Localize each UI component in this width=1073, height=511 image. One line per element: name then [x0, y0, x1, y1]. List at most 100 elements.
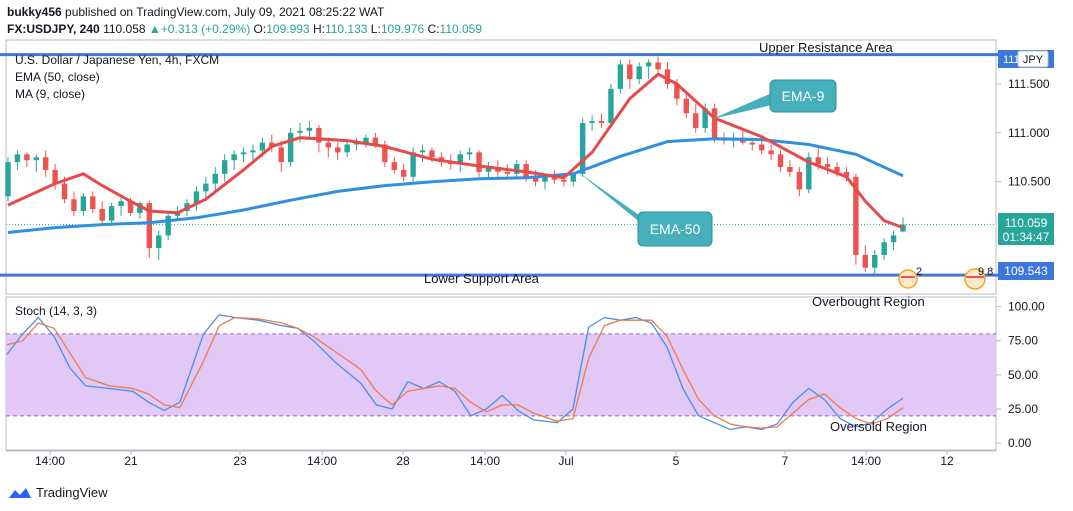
candle-body: [382, 144, 388, 163]
up-arrow-icon: ▲: [148, 22, 161, 36]
candle-body: [165, 215, 171, 236]
stoch-tick-label: 100.00: [1008, 300, 1045, 314]
candle-body: [674, 83, 680, 99]
close-label: C:: [427, 22, 440, 36]
candle-body: [297, 130, 303, 133]
event-badge-1[interactable]: 2: [898, 266, 922, 289]
candle-body: [655, 62, 661, 70]
time-tick-label: 21: [124, 454, 138, 468]
candle-body: [306, 127, 313, 131]
candle-body: [118, 201, 124, 207]
event-badge-2[interactable]: 9 8: [964, 266, 993, 290]
candle-body: [457, 154, 463, 165]
author-name[interactable]: bukky456: [7, 5, 62, 19]
ema9-callout-pointer: [712, 93, 772, 119]
upper-resistance-label: Upper Resistance Area: [759, 40, 893, 55]
candle-body: [777, 154, 784, 167]
candles-group: [5, 56, 906, 275]
candle-body: [796, 171, 803, 190]
candle-body: [212, 173, 218, 184]
candle-body: [99, 209, 105, 221]
open-value: 109.993: [266, 22, 310, 36]
stoch-lines: [6, 314, 904, 431]
candle-body: [683, 98, 690, 114]
stoch-axis[interactable]: 100.00 75.00 50.00 25.00 0.00: [996, 300, 1045, 451]
candle-body: [90, 196, 96, 210]
candle-body: [325, 142, 332, 148]
upper-price-tag: 111.8 JPY: [998, 50, 1054, 68]
candle-body: [24, 154, 30, 161]
price-change: +0.313 (+0.29%): [160, 22, 251, 36]
support-tag-value: 109.543: [1004, 264, 1048, 278]
oversold-label: Oversold Region: [830, 419, 927, 434]
price-pane-frame: [5, 39, 997, 295]
flag-stripe-icon: [966, 276, 984, 278]
us-flag-icon: [964, 268, 986, 290]
candle-body: [193, 191, 200, 204]
ema50-callout-text: EMA-50: [650, 221, 701, 237]
candle-body: [862, 254, 869, 268]
ma9-line: [7, 72, 904, 230]
ema50-callout-box: [637, 211, 713, 247]
stoch-tick-label: 25.00: [1008, 402, 1038, 416]
time-tick-label: 23: [233, 454, 247, 468]
price-tick-label: 111.500: [1008, 77, 1050, 91]
candle-body: [824, 164, 831, 167]
candle-body: [627, 64, 633, 80]
time-axis[interactable]: 14:00 21 23 14:00 28 14:00 Jul 5 7 14:00 12: [35, 451, 954, 468]
candle-body: [664, 69, 671, 84]
candle-body: [872, 254, 878, 268]
candle-body: [127, 201, 134, 213]
time-tick-label: 14:00: [851, 454, 881, 468]
candle-body: [617, 64, 624, 89]
candle-body: [693, 113, 699, 128]
instrument-legend: U.S. Dollar / Japanese Yen, 4h, FXCM: [15, 53, 219, 67]
candle-body: [231, 154, 237, 161]
overbought-label: Overbought Region: [812, 294, 925, 309]
candle-body: [250, 150, 256, 153]
candle-body: [749, 142, 755, 145]
ema9-callout[interactable]: EMA-9: [712, 79, 837, 119]
stoch-d-line: [6, 316, 904, 429]
lower-support-label: Lower Support Area: [424, 271, 540, 286]
candle-body: [156, 235, 162, 249]
publish-header: bukky456 published on TradingView.com, J…: [7, 5, 384, 19]
candle-body: [645, 62, 652, 67]
candle-body: [33, 157, 39, 161]
candle-body: [881, 242, 887, 255]
ema50-callout[interactable]: EMA-50: [578, 172, 713, 247]
support-price-tag: 109.543: [998, 262, 1054, 280]
symbol-label: FX:USDJPY, 240: [7, 22, 100, 36]
ema9-callout-box: [769, 79, 837, 113]
stoch-band: [6, 333, 996, 416]
candle-body: [551, 176, 558, 180]
support-tag-bg: [998, 262, 1054, 280]
candle-body: [80, 196, 87, 211]
ma-legend: MA (9, close): [15, 87, 85, 101]
high-value: 110.133: [324, 22, 368, 36]
candle-body: [278, 147, 284, 163]
time-tick-label: 28: [396, 454, 410, 468]
candle-body: [344, 144, 350, 153]
candle-body: [203, 183, 209, 192]
currency-badge: [1017, 50, 1049, 68]
candle-body: [240, 152, 247, 155]
candle-body: [429, 150, 435, 158]
candle-body: [579, 123, 586, 174]
candle-body: [221, 160, 228, 174]
stoch-tick-label: 50.00: [1008, 368, 1038, 382]
event-count-1: 2: [916, 266, 922, 278]
candle-body: [711, 108, 718, 138]
candle-body: [504, 171, 511, 174]
close-value: 110.059: [439, 22, 483, 36]
time-tick-label: 14:00: [35, 454, 65, 468]
event-count-2: 9 8: [978, 266, 993, 278]
ema9-callout-text: EMA-9: [782, 88, 825, 104]
candle-body: [410, 152, 416, 177]
candle-body: [561, 179, 567, 182]
footer-brand[interactable]: TradingView: [8, 485, 108, 500]
candle-body: [108, 206, 115, 221]
price-axis[interactable]: 111.500 111.000 110.500: [996, 77, 1051, 189]
candle-body: [259, 142, 266, 151]
